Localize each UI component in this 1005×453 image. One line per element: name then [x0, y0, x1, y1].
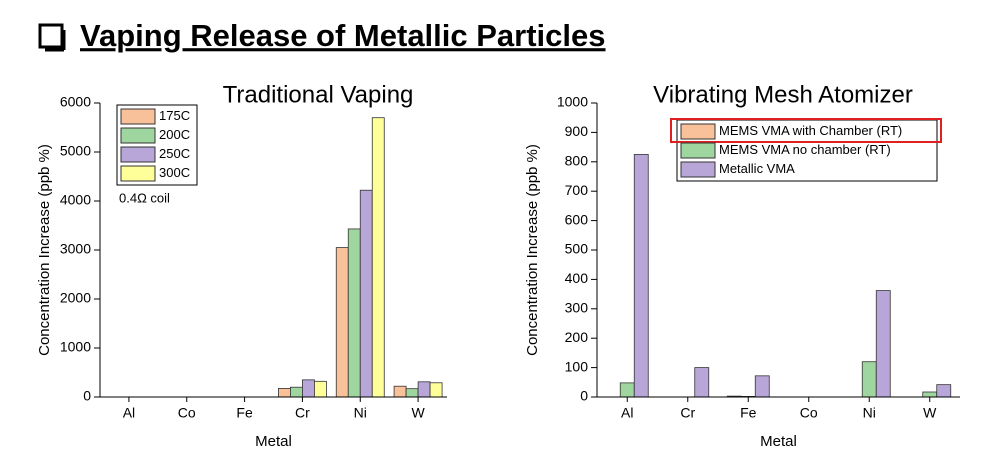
x-tick-label: W — [411, 405, 425, 421]
legend-box — [676, 119, 938, 182]
legend-swatch — [680, 123, 716, 140]
legend-swatch — [680, 161, 716, 178]
y-tick-label: 800 — [565, 153, 589, 169]
bar — [694, 367, 710, 398]
x-axis-label: Metal — [760, 433, 797, 450]
bar — [417, 381, 431, 398]
y-tick-label: 600 — [565, 211, 589, 227]
x-tick-label: Fe — [740, 405, 757, 421]
bar — [619, 382, 635, 398]
bar — [290, 386, 303, 398]
x-tick-label: Ni — [354, 405, 367, 421]
x-tick-label: Co — [800, 405, 818, 421]
y-tick-label: 5000 — [60, 143, 91, 159]
y-tick-label: 3000 — [60, 241, 91, 257]
bullet-box — [38, 23, 64, 49]
y-tick-label: 100 — [565, 358, 589, 374]
highlight-box — [670, 118, 942, 143]
legend-swatch — [680, 142, 716, 159]
legend-label: 250C — [159, 146, 190, 161]
legend-label: 300C — [159, 165, 190, 180]
bar — [861, 361, 877, 398]
x-tick-label: Co — [178, 405, 196, 421]
legend-swatch — [120, 127, 156, 144]
x-tick-label: Al — [621, 405, 633, 421]
bar — [359, 189, 373, 398]
legend-label: Metallic VMA — [719, 161, 795, 176]
bar — [922, 391, 938, 398]
bar — [314, 380, 327, 398]
x-axis-label: Metal — [255, 433, 292, 450]
chart-title: Vibrating Mesh Atomizer — [653, 81, 913, 108]
chart-title: Traditional Vaping — [223, 81, 414, 108]
bar — [754, 375, 770, 398]
y-tick-label: 2000 — [60, 290, 91, 306]
heading: Vaping Release of Metallic Particles — [80, 18, 606, 53]
bar — [936, 384, 952, 398]
y-tick-label: 6000 — [60, 94, 91, 110]
annotation: 0.4Ω coil — [119, 190, 170, 205]
y-tick-label: 400 — [565, 270, 589, 286]
y-tick-label: 700 — [565, 182, 589, 198]
y-tick-label: 0 — [580, 388, 588, 404]
bar — [405, 388, 419, 398]
bar — [371, 117, 385, 398]
y-tick-label: 4000 — [60, 192, 91, 208]
legend-swatch — [120, 108, 156, 125]
legend-label: 175C — [159, 108, 190, 123]
x-tick-label: Fe — [236, 405, 253, 421]
y-axis-label: Concentration Increase (ppb %) — [36, 144, 53, 356]
bar — [278, 388, 291, 398]
bar — [875, 290, 891, 398]
y-axis-label: Concentration Increase (ppb %) — [524, 144, 541, 356]
legend-swatch — [120, 165, 156, 182]
bar — [302, 379, 315, 398]
x-tick-label: Ni — [863, 405, 876, 421]
y-tick-label: 900 — [565, 123, 589, 139]
x-tick-label: W — [923, 405, 937, 421]
x-tick-label: Cr — [295, 405, 310, 421]
y-tick-label: 1000 — [557, 94, 588, 110]
legend-swatch — [120, 146, 156, 163]
bar — [347, 228, 361, 398]
x-tick-label: Cr — [680, 405, 695, 421]
bar — [393, 385, 407, 398]
bar — [633, 154, 649, 398]
legend-label: 200C — [159, 127, 190, 142]
y-tick-label: 1000 — [60, 339, 91, 355]
y-tick-label: 200 — [565, 329, 589, 345]
y-tick-label: 0 — [83, 388, 91, 404]
y-tick-label: 500 — [565, 241, 589, 257]
legend-label: MEMS VMA no chamber (RT) — [719, 142, 891, 157]
legend-label: MEMS VMA with Chamber (RT) — [719, 123, 902, 138]
bar — [335, 247, 349, 398]
bar — [429, 382, 443, 398]
x-tick-label: Al — [123, 405, 135, 421]
y-tick-label: 300 — [565, 300, 589, 316]
